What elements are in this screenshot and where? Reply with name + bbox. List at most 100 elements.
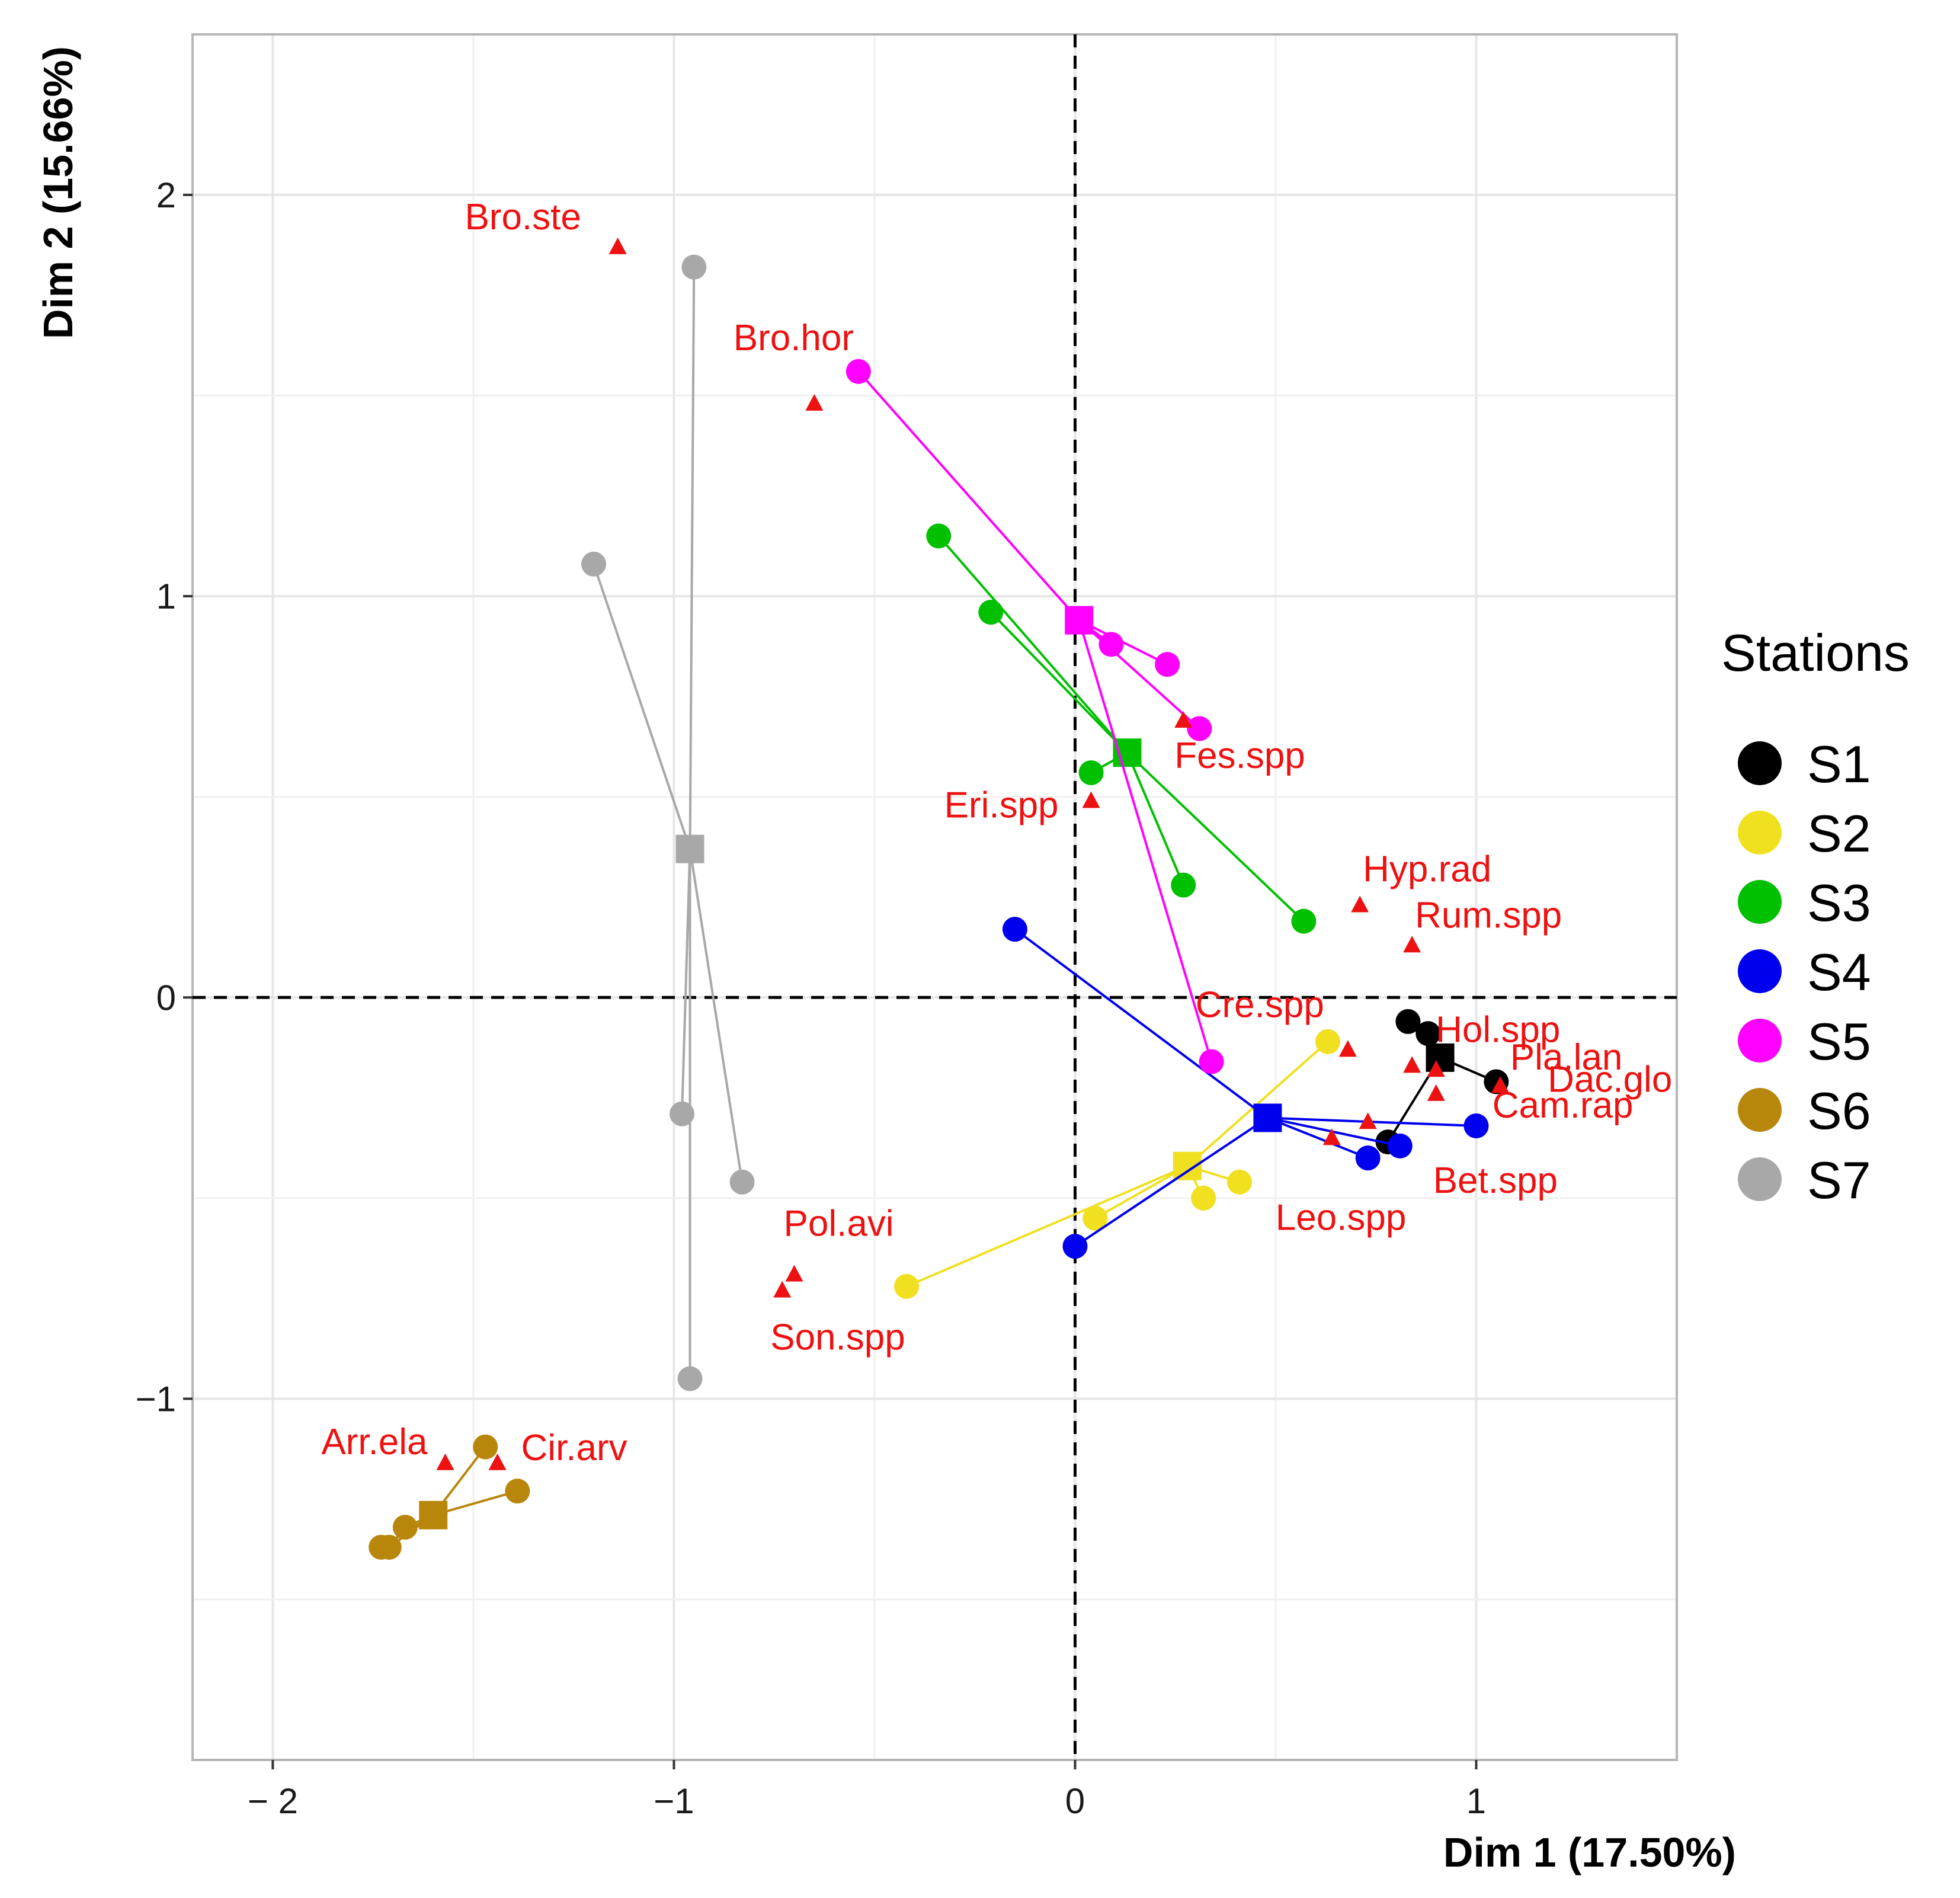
spoke-line xyxy=(1126,751,1305,923)
spoke-line xyxy=(937,535,1128,754)
species-dac-glo: Dac.glo xyxy=(1491,1059,1672,1100)
sample-point xyxy=(1315,1029,1340,1054)
species-triangle xyxy=(785,1265,803,1282)
sample-point xyxy=(978,600,1004,625)
legend-label: S7 xyxy=(1807,1151,1871,1209)
species-triangle xyxy=(1427,1084,1445,1101)
species-triangle xyxy=(1427,1060,1445,1077)
spoke-line xyxy=(680,849,691,1114)
species-triangle xyxy=(1403,1056,1421,1073)
legend-key xyxy=(1738,949,1782,993)
spoke-line xyxy=(1267,1116,1401,1147)
species-label: Bro.hor xyxy=(734,318,854,359)
species-cir-arv: Cir.arv xyxy=(488,1427,627,1470)
sample-point xyxy=(677,1366,703,1391)
series-s5 xyxy=(846,359,1224,1074)
species-label: Cam.rap xyxy=(1493,1085,1634,1126)
series-s7 xyxy=(581,254,755,1391)
y-tick-label: 1 xyxy=(156,577,176,616)
legend-label: S3 xyxy=(1807,873,1871,932)
sample-point xyxy=(392,1515,418,1540)
sample-point xyxy=(1187,716,1212,741)
centroid-square xyxy=(675,834,704,863)
sample-point xyxy=(1083,1205,1108,1231)
sample-point xyxy=(369,1535,394,1560)
species-triangle xyxy=(1491,1076,1510,1093)
legend-label: S5 xyxy=(1807,1012,1871,1071)
y-tick-label: −1 xyxy=(136,1380,176,1419)
sample-point xyxy=(1062,1234,1088,1259)
species-label: Dac.glo xyxy=(1548,1059,1672,1100)
centroid-square xyxy=(1253,1103,1282,1132)
species-label: Hol.spp xyxy=(1436,1009,1560,1050)
species-triangle xyxy=(1403,936,1421,953)
series-s6 xyxy=(369,1434,530,1560)
x-tick-label: −1 xyxy=(654,1781,694,1821)
sample-point xyxy=(581,551,607,577)
y-tick-label: 0 xyxy=(156,978,176,1017)
legend-entry-s7: S7 xyxy=(1738,1151,1871,1209)
species-label: Hyp.rad xyxy=(1363,849,1491,890)
x-tick-label: − 2 xyxy=(248,1781,298,1821)
legend-entry-s6: S6 xyxy=(1738,1081,1871,1140)
species-bet-spp: Bet.spp xyxy=(1359,1112,1558,1201)
species-label: Eri.spp xyxy=(944,785,1059,825)
species-bro-ste: Bro.ste xyxy=(465,197,627,254)
spoke-line xyxy=(688,267,696,849)
sample-point xyxy=(1415,1021,1441,1046)
legend-title: Stations xyxy=(1721,623,1910,682)
legend-entry-s1: S1 xyxy=(1738,735,1871,793)
spoke-line xyxy=(1094,1164,1189,1220)
species-label: Pol.avi xyxy=(783,1204,893,1244)
spoke-line xyxy=(1267,1116,1369,1160)
species-hyp-rad: Hyp.rad xyxy=(1351,849,1491,913)
legend-entry-s4: S4 xyxy=(1738,943,1871,1001)
sample-point xyxy=(1291,908,1317,934)
centroid-square xyxy=(1065,606,1094,635)
species-triangle xyxy=(1174,711,1193,728)
species-label: Arr.ela xyxy=(321,1422,428,1462)
axis-ticks: − 2 −1 0 1 −1 0 1 2 xyxy=(136,175,1487,1821)
legend-key xyxy=(1738,1157,1782,1201)
spoke-line xyxy=(1074,1116,1269,1247)
species-triangle xyxy=(436,1453,454,1470)
sample-point xyxy=(1395,1009,1421,1034)
species-pla-lan: Pla.lan xyxy=(1427,1037,1622,1078)
species-triangle xyxy=(773,1281,792,1298)
species-cre-spp: Cre.spp xyxy=(1196,984,1357,1057)
sample-point xyxy=(1355,1145,1381,1171)
sample-point xyxy=(681,254,707,280)
x-tick-label: 0 xyxy=(1065,1781,1085,1821)
spoke-line xyxy=(906,1164,1188,1288)
species-bro-hor: Bro.hor xyxy=(734,318,854,411)
spoke-line xyxy=(593,564,691,850)
sample-point xyxy=(1171,872,1196,898)
x-tick-label: 1 xyxy=(1466,1781,1486,1821)
species-label: Fes.spp xyxy=(1174,735,1305,776)
legend: Stations S1 S2 S3 S4 S5 S6 S7 xyxy=(1721,623,1910,1209)
y-tick-label: 2 xyxy=(156,175,176,215)
centroid-square xyxy=(419,1500,448,1529)
spoke-line xyxy=(1078,620,1213,1062)
species-label: Bet.spp xyxy=(1433,1160,1558,1201)
spoke-line xyxy=(1078,619,1200,730)
sample-point xyxy=(1099,632,1124,657)
species-arr-ela: Arr.ela xyxy=(321,1422,454,1470)
legend-key xyxy=(1738,811,1782,854)
legend-entry-s3: S3 xyxy=(1738,873,1871,932)
sample-point xyxy=(1463,1113,1489,1139)
sample-point xyxy=(1002,917,1027,942)
spoke-line xyxy=(1126,752,1185,886)
species-cam-rap: Cam.rap xyxy=(1427,1084,1634,1126)
legend-label: S2 xyxy=(1807,804,1871,863)
sample-point xyxy=(473,1434,498,1459)
sample-point xyxy=(894,1273,920,1299)
species-triangle xyxy=(1082,791,1100,808)
species-pol-avi: Pol.avi xyxy=(783,1204,894,1282)
reference-lines xyxy=(193,34,1677,1760)
species-rum-spp: Rum.spp xyxy=(1403,895,1562,953)
sample-point xyxy=(1227,1169,1253,1195)
sample-point xyxy=(846,359,871,384)
